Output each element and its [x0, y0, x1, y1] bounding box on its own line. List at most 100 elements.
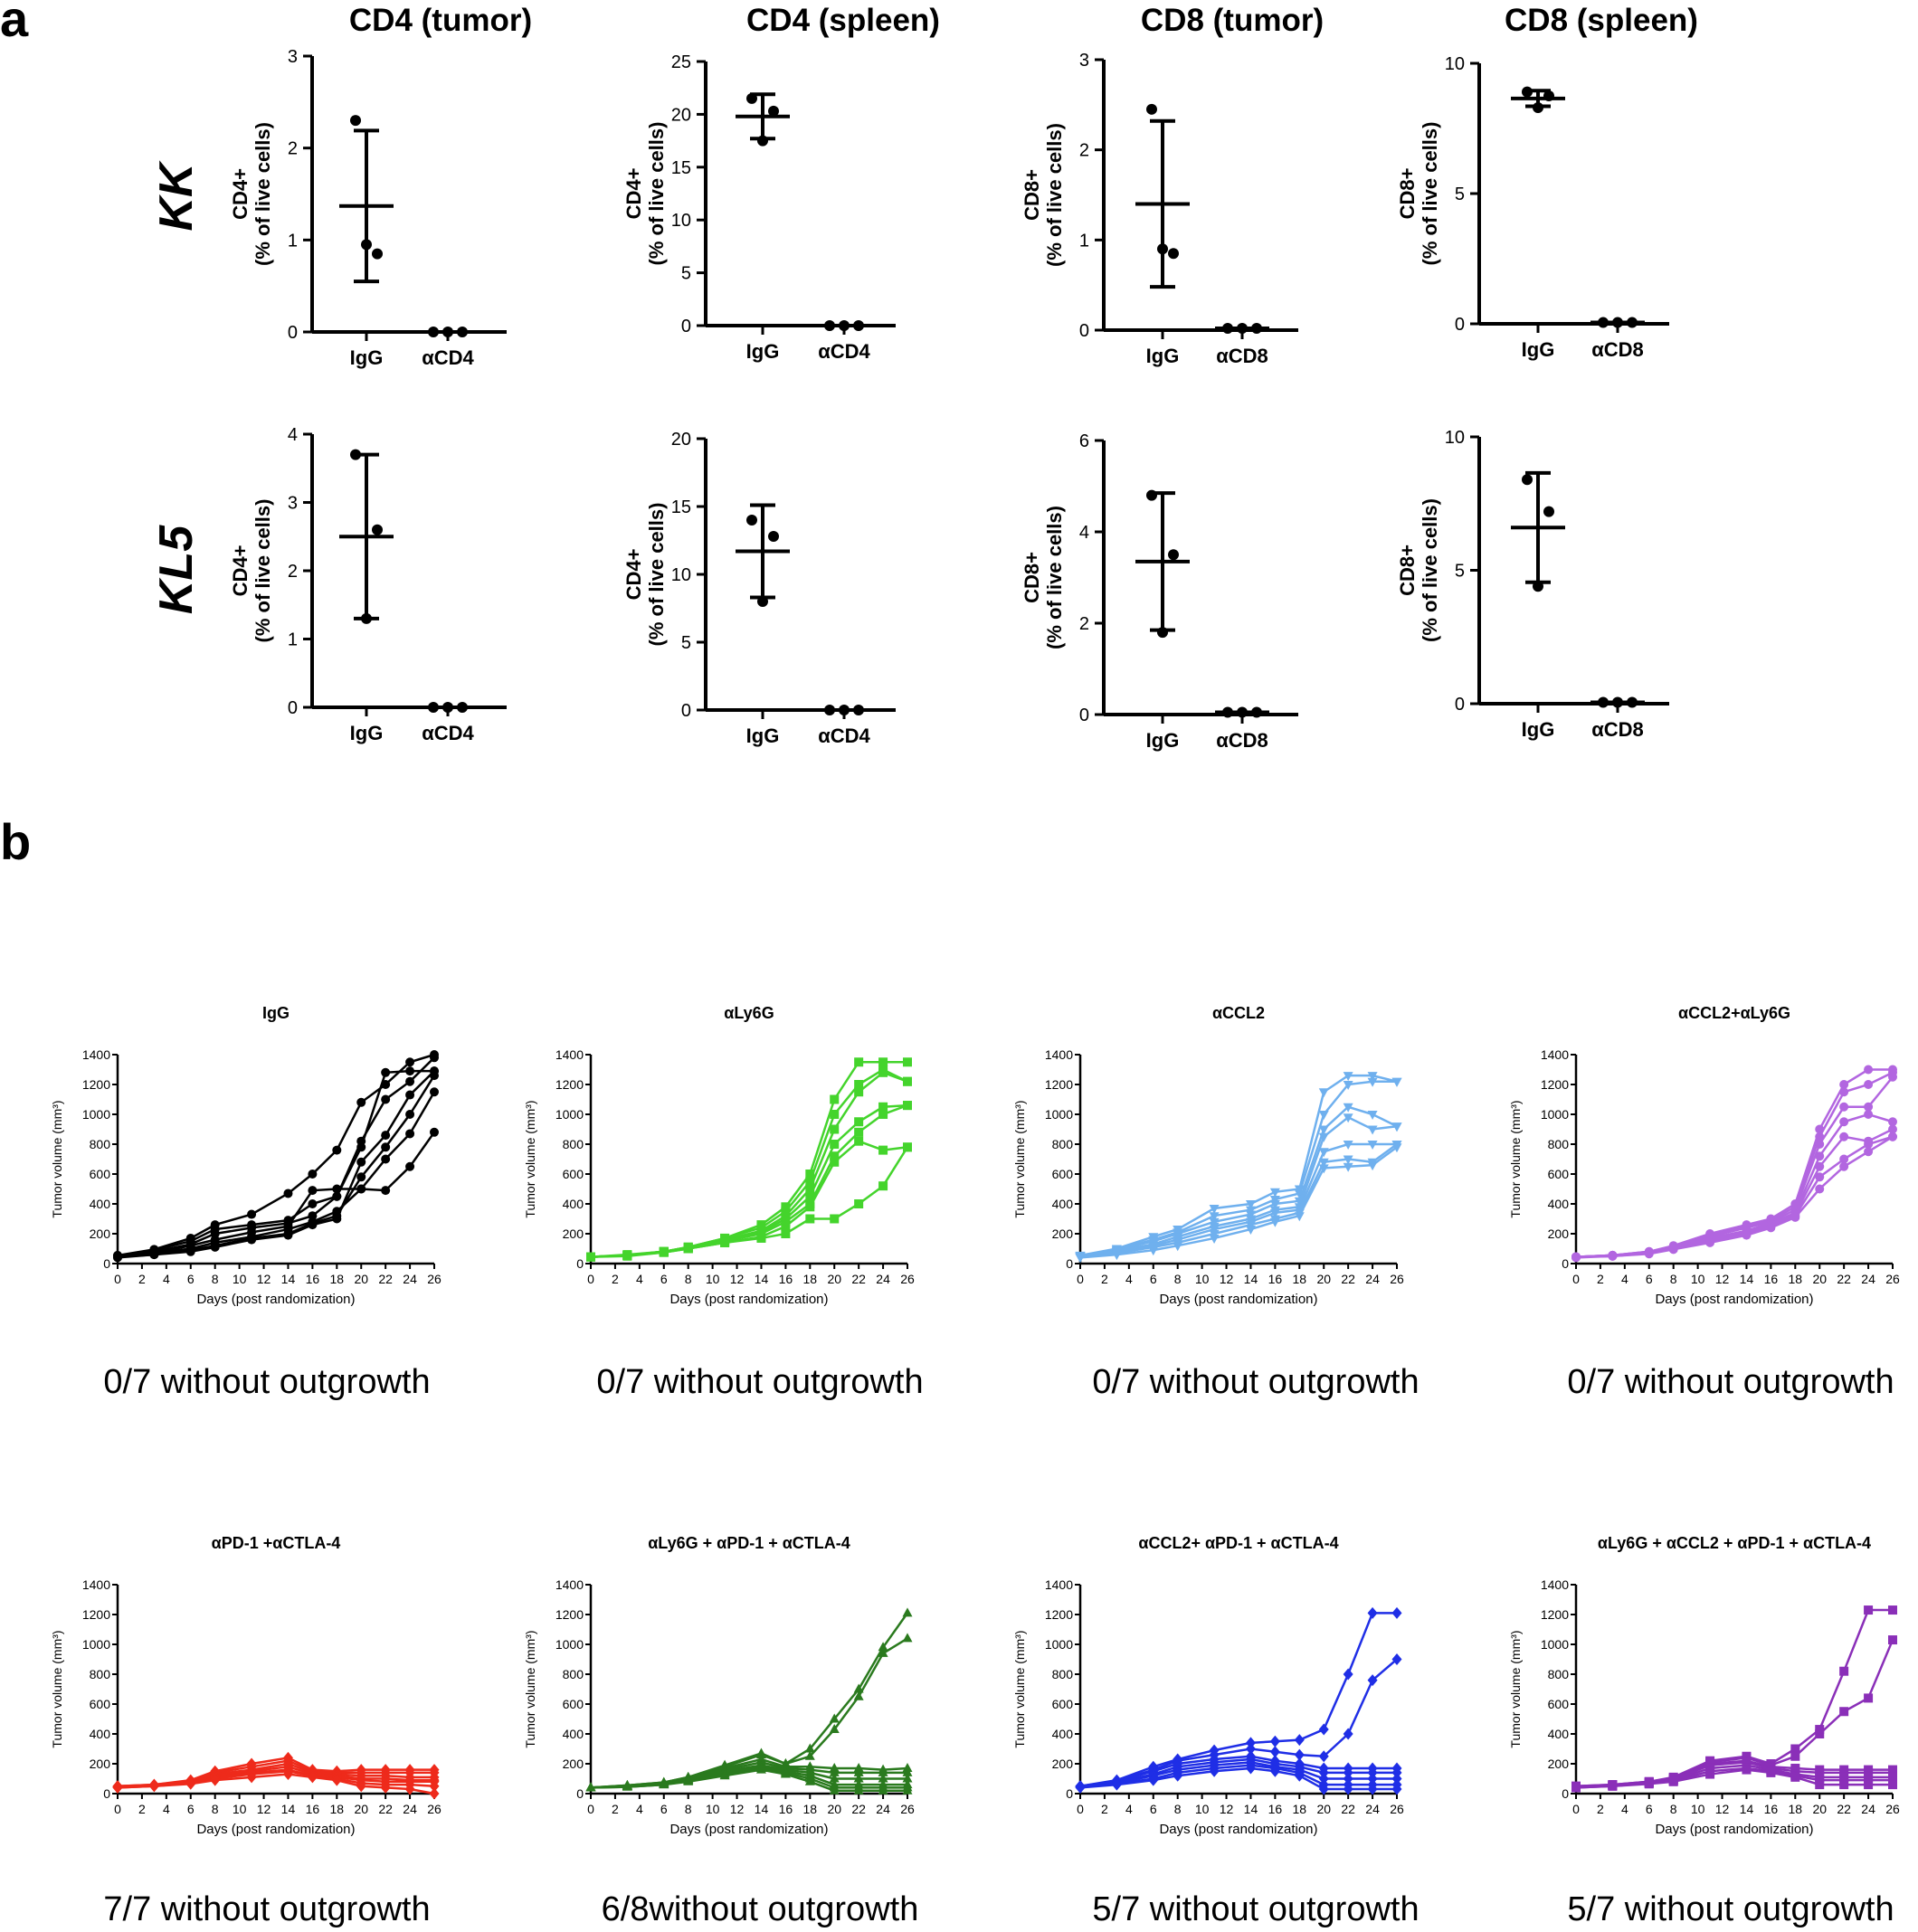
series-point [1888, 1605, 1897, 1615]
x-tick-label: 2 [1101, 1272, 1108, 1286]
series-point [283, 1189, 293, 1198]
series-point [805, 1177, 815, 1187]
series-point [902, 1785, 913, 1795]
y-tick-label: 5 [681, 633, 691, 653]
x-category-label: αCD8 [1216, 729, 1268, 752]
series-point [854, 1087, 864, 1097]
y-tick-label: 1200 [1045, 1607, 1073, 1622]
x-tick-label: 16 [1764, 1272, 1779, 1286]
series-point [246, 1771, 257, 1784]
y-tick-label: 0 [681, 701, 691, 721]
y-axis-label: Tumor volume (mm³) [50, 1630, 64, 1747]
x-tick-label: 4 [1125, 1272, 1133, 1286]
x-tick-label: 2 [612, 1802, 619, 1816]
series-point [1839, 1102, 1849, 1112]
series-point [1343, 1773, 1353, 1785]
x-tick-label: 18 [1293, 1272, 1307, 1286]
series-point [878, 1057, 888, 1067]
series-point [429, 1780, 440, 1793]
y-tick-label: 1000 [82, 1107, 110, 1122]
series-point [1294, 1748, 1305, 1761]
y-tick-label: 1200 [82, 1077, 110, 1092]
series-point [1111, 1778, 1122, 1791]
growth-chart-5: αPD-1 +αCTLA-4 0 200 400 600 800 1000 1200 1400 0… [50, 1534, 442, 1928]
y-tick-label: 1000 [555, 1107, 584, 1122]
x-tick-label: 8 [1174, 1272, 1182, 1286]
series-point [1790, 1772, 1800, 1782]
series-point [1209, 1765, 1220, 1777]
x-tick-label: 16 [306, 1272, 320, 1286]
series-point [1209, 1212, 1220, 1222]
dot-plot-8: CD8+ (% of live cells) 0 5 10 IgG αCD8 [1396, 428, 1669, 741]
data-point [746, 515, 757, 526]
y-tick-label: 1 [1079, 231, 1089, 251]
x-category-label: IgG [1522, 338, 1555, 361]
series-point [1839, 1117, 1849, 1127]
x-tick-label: 2 [138, 1802, 146, 1816]
y-tick-label: 5 [1455, 185, 1465, 204]
x-tick-label: 0 [1572, 1802, 1580, 1816]
y-axis-label: Tumor volume (mm³) [523, 1100, 537, 1217]
x-tick-label: 10 [1691, 1802, 1705, 1816]
series-point [1294, 1769, 1305, 1782]
y-axis-label: CD8+ [1021, 552, 1043, 603]
x-tick-label: 2 [1597, 1802, 1604, 1816]
series-point [1343, 1072, 1353, 1082]
growth-chart-6: αLy6G + αPD-1 + αCTLA-402004006008001000… [523, 1534, 918, 1928]
series-point [112, 1781, 123, 1794]
x-tick-label: 20 [1812, 1272, 1827, 1286]
y-tick-label: 0 [1562, 1786, 1569, 1801]
series-point [1839, 1780, 1849, 1790]
y-tick-label: 800 [563, 1667, 584, 1681]
series-point [878, 1766, 888, 1776]
series-point [405, 1110, 415, 1119]
series-point [1839, 1087, 1849, 1097]
y-tick-label: 6 [1079, 431, 1089, 451]
x-tick-label: 22 [1837, 1272, 1851, 1286]
series-point [1318, 1164, 1329, 1174]
series-point [1367, 1783, 1378, 1795]
series-point [854, 1136, 864, 1146]
y-tick-label: 400 [563, 1727, 584, 1741]
series-point [805, 1184, 815, 1194]
x-category-label: IgG [1522, 718, 1555, 741]
series-point [1367, 1125, 1378, 1135]
series-point [356, 1184, 366, 1194]
y-tick-label: 200 [1548, 1757, 1570, 1771]
x-tick-label: 0 [587, 1802, 594, 1816]
y-tick-label: 20 [671, 430, 691, 450]
y-tick-label: 800 [1548, 1667, 1570, 1681]
x-tick-label: 4 [636, 1802, 643, 1816]
series-point [878, 1647, 888, 1657]
series-point [1318, 1148, 1329, 1158]
series-point [1269, 1217, 1280, 1227]
panel-label-b: b [0, 813, 31, 870]
data-point [768, 531, 779, 542]
x-tick-label: 4 [636, 1272, 643, 1286]
x-tick-label: 4 [1125, 1802, 1133, 1816]
x-tick-label: 26 [427, 1272, 442, 1286]
series-point [878, 1067, 888, 1077]
y-tick-label: 15 [671, 497, 691, 517]
series-point [878, 1110, 888, 1119]
x-tick-label: 16 [779, 1272, 793, 1286]
x-tick-label: 26 [900, 1802, 915, 1816]
x-tick-label: 2 [138, 1272, 146, 1286]
outgrowth-caption: 0/7 without outgrowth [103, 1363, 430, 1401]
series-point [622, 1251, 632, 1261]
series-point [356, 1097, 366, 1107]
series-point [903, 1076, 912, 1086]
y-tick-label: 1000 [1045, 1107, 1073, 1122]
y-axis-label: CD8+ [1396, 545, 1419, 596]
y-axis-label: Tumor volume (mm³) [1012, 1630, 1027, 1747]
dot-plot-2: CD4 (spleen) CD4+ (% of live cells) 0 5 10 15 2… [622, 3, 940, 363]
series-point [1864, 1605, 1874, 1615]
series-point [1294, 1734, 1305, 1747]
x-tick-label: 20 [354, 1802, 368, 1816]
series-point [853, 1690, 864, 1700]
series-line [1079, 1142, 1398, 1258]
x-tick-label: 18 [1293, 1802, 1307, 1816]
series-line [1575, 1135, 1894, 1259]
series-point [720, 1237, 730, 1247]
